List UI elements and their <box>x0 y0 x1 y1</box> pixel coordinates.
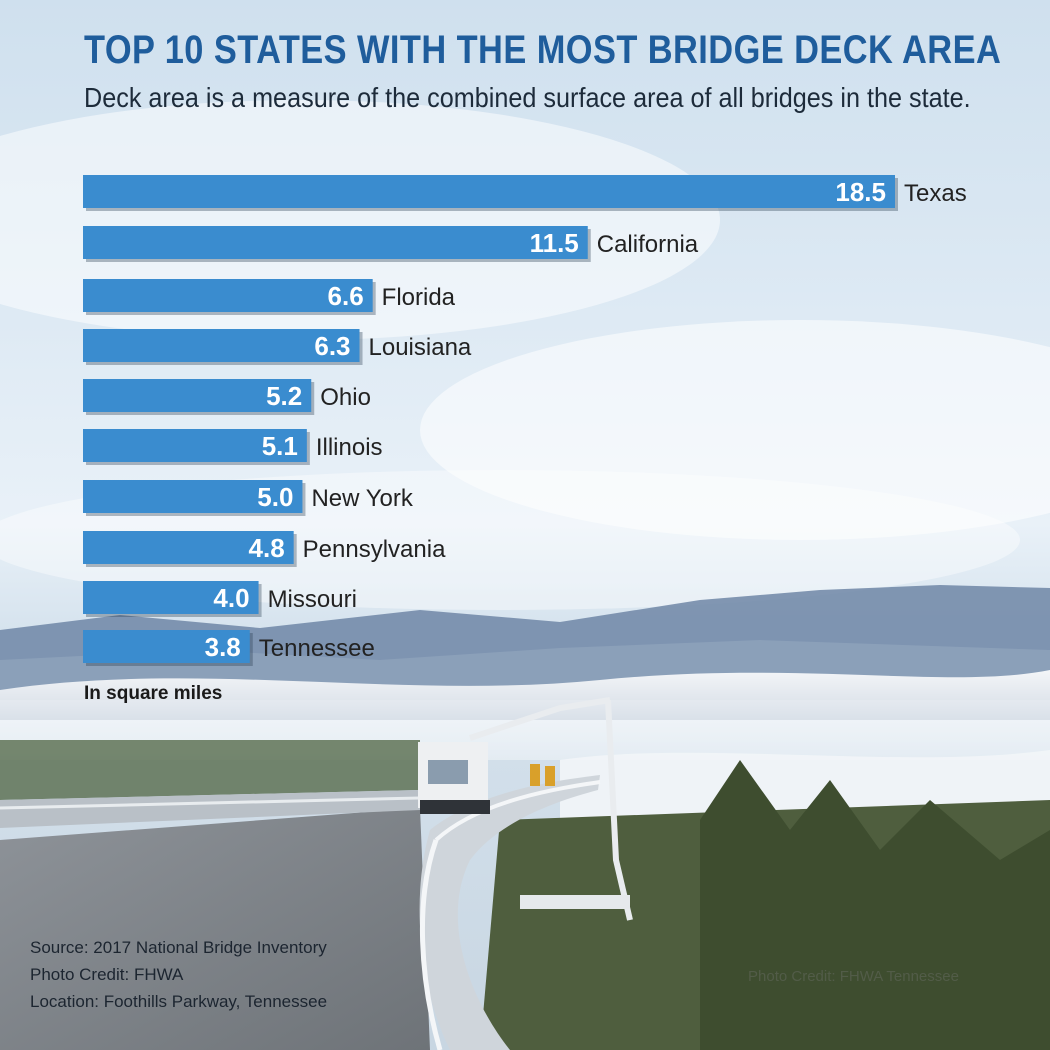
category-label: Missouri <box>268 586 357 613</box>
bar-group: 6.6 Florida <box>83 279 456 315</box>
category-label: New York <box>311 485 413 512</box>
bar-value-label: 6.3 <box>314 331 350 361</box>
bar-group: 6.3 Louisiana <box>83 329 472 365</box>
bar <box>83 581 259 614</box>
bar-value-label: 5.2 <box>266 381 302 411</box>
bar <box>83 379 312 412</box>
bar-value-label: 4.0 <box>213 583 249 613</box>
unit-note: In square miles <box>84 683 223 704</box>
category-label: Texas <box>904 180 967 207</box>
category-label: Tennessee <box>259 635 375 662</box>
bar-group: 5.0 New York <box>83 480 414 516</box>
category-label: Ohio <box>320 384 371 411</box>
bar-value-label: 18.5 <box>835 177 886 207</box>
photo-watermark: Photo Credit: FHWA Tennessee <box>748 968 959 985</box>
bar <box>83 429 307 462</box>
bar-value-label: 3.8 <box>205 632 241 662</box>
bar-group: 5.2 Ohio <box>83 379 371 415</box>
category-label: Louisiana <box>369 334 472 361</box>
bar <box>83 279 373 312</box>
bar-value-label: 5.1 <box>262 431 298 461</box>
bar-group: 4.8 Pennsylvania <box>83 531 446 567</box>
location-credit: Location: Foothills Parkway, Tennessee <box>30 992 328 1011</box>
bar-group: 18.5 Texas <box>83 175 967 211</box>
category-label: California <box>597 231 699 258</box>
bar-group: 5.1 Illinois <box>83 429 383 465</box>
bar <box>83 175 895 208</box>
category-label: Florida <box>382 284 456 311</box>
bar <box>83 630 250 663</box>
category-label: Pennsylvania <box>303 536 446 563</box>
bar-value-label: 5.0 <box>257 482 293 512</box>
bar-group: 4.0 Missouri <box>83 581 357 617</box>
source-credit: Source: 2017 National Bridge Inventory <box>30 938 327 957</box>
page-title: TOP 10 STATES WITH THE MOST BRIDGE DECK … <box>84 28 1002 72</box>
bar-value-label: 6.6 <box>328 281 364 311</box>
bar-group: 11.5 California <box>83 226 699 262</box>
page-subtitle: Deck area is a measure of the combined s… <box>84 82 971 113</box>
bar <box>83 480 303 513</box>
bar <box>83 226 588 259</box>
bar-value-label: 4.8 <box>249 533 285 563</box>
bar <box>83 531 294 564</box>
bar-value-label: 11.5 <box>530 228 579 258</box>
photo-credit: Photo Credit: FHWA <box>30 965 184 984</box>
bar-group: 3.8 Tennessee <box>83 630 375 666</box>
credits-block: Source: 2017 National Bridge Inventory P… <box>30 934 327 1015</box>
bar <box>83 329 360 362</box>
category-label: Illinois <box>316 434 383 461</box>
